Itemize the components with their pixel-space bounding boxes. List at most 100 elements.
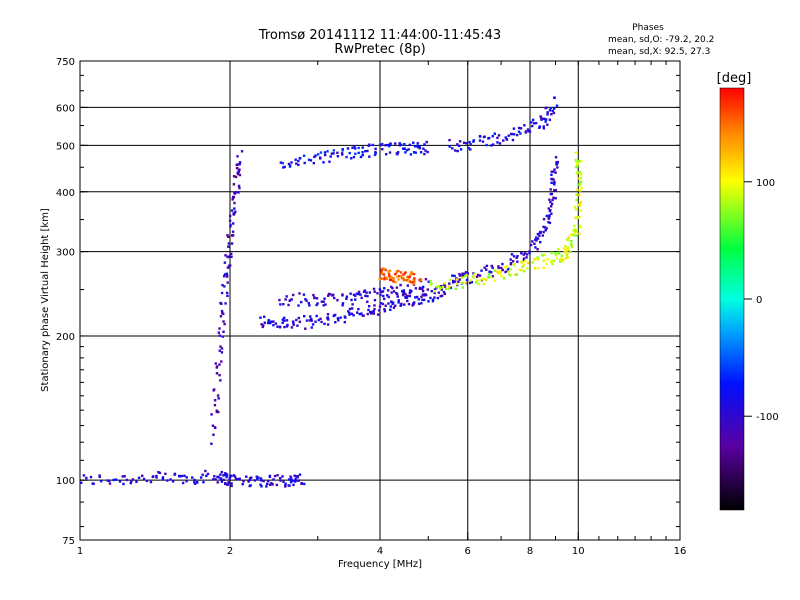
data-point xyxy=(296,324,299,327)
data-point xyxy=(231,198,234,201)
data-point xyxy=(332,152,335,155)
data-point xyxy=(302,482,306,486)
data-point xyxy=(509,268,512,271)
data-point xyxy=(430,289,433,293)
data-point xyxy=(386,270,390,273)
data-point xyxy=(578,193,581,197)
stats-heading: Phases xyxy=(632,23,664,33)
data-point xyxy=(382,294,385,298)
data-point xyxy=(560,254,564,258)
data-point xyxy=(236,155,239,158)
data-point xyxy=(283,165,286,169)
data-point xyxy=(302,154,306,157)
data-point xyxy=(241,482,244,486)
data-point xyxy=(292,483,295,487)
data-point xyxy=(287,303,290,307)
data-point xyxy=(287,478,291,481)
data-point xyxy=(461,272,464,275)
x-tick-label: 6 xyxy=(465,546,471,557)
data-point xyxy=(347,310,350,313)
data-point xyxy=(551,177,554,181)
data-point xyxy=(549,260,553,264)
data-point xyxy=(271,483,274,486)
data-point xyxy=(227,481,230,484)
data-point xyxy=(213,388,216,391)
data-point xyxy=(557,251,561,255)
data-point xyxy=(166,479,169,482)
data-point xyxy=(278,298,281,302)
data-point xyxy=(319,317,322,320)
data-point xyxy=(293,480,297,483)
data-point xyxy=(297,163,300,167)
data-point xyxy=(225,473,229,477)
data-point xyxy=(416,142,419,145)
data-point xyxy=(574,159,578,162)
data-point xyxy=(398,142,401,145)
data-point xyxy=(437,291,441,294)
data-point xyxy=(267,320,270,323)
data-point xyxy=(534,246,537,249)
data-point xyxy=(230,242,234,245)
data-point xyxy=(381,267,384,270)
data-point xyxy=(366,295,369,298)
data-point xyxy=(248,478,251,482)
data-point xyxy=(149,480,153,484)
data-point xyxy=(349,292,352,295)
data-point xyxy=(400,276,404,280)
data-point xyxy=(326,323,330,326)
data-point xyxy=(548,221,552,225)
data-point xyxy=(173,472,177,476)
data-point xyxy=(130,479,133,483)
data-point xyxy=(544,229,547,232)
data-point xyxy=(220,347,224,350)
data-point xyxy=(412,141,415,144)
data-point xyxy=(366,312,369,316)
data-point xyxy=(284,482,287,486)
data-point xyxy=(458,140,462,143)
data-point xyxy=(324,303,327,306)
data-point xyxy=(397,278,400,281)
data-point xyxy=(509,274,512,277)
data-point xyxy=(228,219,232,222)
x-tick-label: 16 xyxy=(674,546,687,557)
data-point xyxy=(542,125,545,128)
data-point xyxy=(550,192,554,196)
data-point xyxy=(316,153,320,156)
data-point xyxy=(193,478,196,482)
data-point xyxy=(323,153,327,157)
data-point xyxy=(551,198,554,202)
data-point xyxy=(421,298,424,302)
data-point xyxy=(536,258,540,261)
data-point xyxy=(455,282,459,286)
data-point xyxy=(291,293,295,297)
data-point xyxy=(480,269,483,272)
data-point xyxy=(267,318,270,322)
data-point xyxy=(531,124,534,128)
data-point xyxy=(472,140,475,143)
data-point xyxy=(565,250,568,253)
data-point xyxy=(378,288,382,291)
data-point xyxy=(238,162,241,166)
data-point xyxy=(202,480,205,484)
data-point xyxy=(565,254,569,257)
data-point xyxy=(320,320,323,324)
data-point xyxy=(310,326,313,329)
data-point xyxy=(549,106,552,110)
data-point xyxy=(383,267,386,271)
data-point xyxy=(370,310,373,314)
data-point xyxy=(422,147,425,150)
data-point xyxy=(488,270,491,273)
data-point xyxy=(315,297,319,300)
data-point xyxy=(383,277,386,281)
data-point xyxy=(502,139,505,142)
data-point xyxy=(201,473,204,476)
data-point xyxy=(142,477,146,481)
data-point xyxy=(221,283,224,287)
data-point xyxy=(215,372,219,375)
data-point xyxy=(403,143,406,146)
data-point xyxy=(247,480,250,483)
data-point xyxy=(458,272,461,276)
data-point xyxy=(523,252,527,255)
data-point xyxy=(238,477,241,481)
data-point xyxy=(487,276,490,279)
